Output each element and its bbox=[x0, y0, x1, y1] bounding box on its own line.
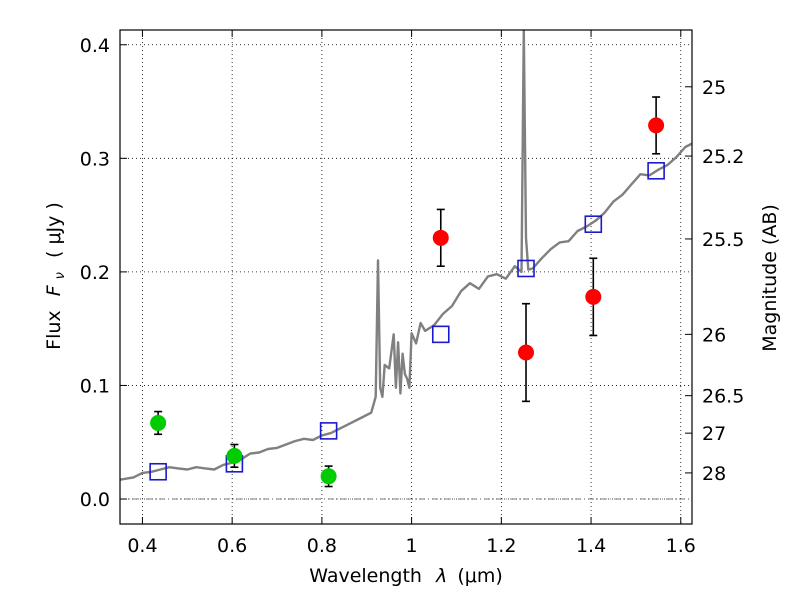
y2-tick-label: 27 bbox=[702, 423, 726, 445]
model-photometry-square bbox=[517, 259, 535, 278]
y2-tick-label: 25.2 bbox=[702, 146, 744, 168]
observed-nearir-point bbox=[648, 117, 665, 134]
x-tick-label: 1.4 bbox=[576, 535, 606, 557]
x-tick-label: 0.4 bbox=[127, 535, 157, 557]
y-tick-label: 0.1 bbox=[80, 375, 110, 397]
x-tick-label: 0.8 bbox=[307, 535, 337, 557]
observed-optical-point bbox=[226, 447, 243, 464]
y2-tick-label: 28 bbox=[702, 463, 726, 485]
observed-nearir-point bbox=[585, 288, 602, 305]
y2-tick-label: 25 bbox=[702, 77, 726, 99]
y-tick-label: 0.0 bbox=[80, 489, 110, 511]
data-markers bbox=[149, 117, 665, 485]
y-tick-label: 0.2 bbox=[80, 262, 110, 284]
y2-tick-label: 26.5 bbox=[702, 386, 744, 408]
model-photometry-square bbox=[584, 215, 603, 233]
y-tick-label: 0.4 bbox=[80, 35, 110, 57]
y2-tick-label: 26 bbox=[702, 324, 726, 346]
y2-axis-label: Magnitude (AB) bbox=[759, 204, 781, 352]
x-axis-label: Wavelength λ (μm) bbox=[309, 565, 502, 587]
grid-lines bbox=[120, 30, 692, 524]
model-photometry-square bbox=[319, 422, 338, 440]
y-tick-label: 0.3 bbox=[80, 148, 110, 170]
x-tick-label: 1.6 bbox=[666, 535, 696, 557]
model-photometry-square bbox=[431, 325, 450, 344]
model-photometry-square bbox=[647, 162, 665, 180]
y-axis-label: Flux F ν ( μJy ) bbox=[43, 202, 69, 350]
x-tick-label: 1.2 bbox=[486, 535, 516, 557]
y2-tick-label: 25.5 bbox=[702, 229, 744, 251]
x-tick-label: 1 bbox=[406, 535, 418, 557]
tick-labels: 0.4 0.6 0.8 1 1.2 1.4 1.6 0.0 0.1 0.2 0.3 0.4 25 25.2… bbox=[80, 35, 745, 557]
observed-nearir-point bbox=[518, 344, 535, 361]
plot-frame bbox=[119, 29, 693, 525]
observed-nearir-point bbox=[432, 229, 449, 246]
observed-optical-point bbox=[150, 414, 167, 431]
observed-optical-point bbox=[320, 468, 337, 485]
x-tick-label: 0.6 bbox=[217, 535, 247, 557]
axis-ticks bbox=[120, 30, 692, 524]
model-photometry-square bbox=[149, 462, 167, 481]
